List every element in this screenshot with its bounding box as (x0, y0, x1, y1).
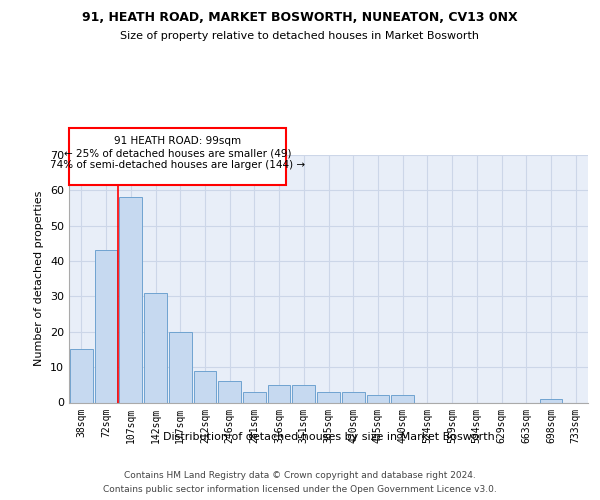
Bar (317, 392, 340, 402)
Bar (268, 385, 290, 402)
Bar (391, 396, 414, 402)
Bar (367, 396, 389, 402)
Text: ← 25% of detached houses are smaller (49): ← 25% of detached houses are smaller (49… (64, 148, 292, 158)
Text: Distribution of detached houses by size in Market Bosworth: Distribution of detached houses by size … (163, 432, 494, 442)
Text: Contains public sector information licensed under the Open Government Licence v3: Contains public sector information licen… (103, 484, 497, 494)
Y-axis label: Number of detached properties: Number of detached properties (34, 191, 44, 366)
Bar (539, 399, 562, 402)
Text: 91 HEATH ROAD: 99sqm: 91 HEATH ROAD: 99sqm (114, 136, 241, 146)
Bar (194, 370, 216, 402)
Bar (218, 382, 241, 402)
Bar (342, 392, 365, 402)
Bar (243, 392, 266, 402)
Bar (144, 293, 167, 403)
Text: Size of property relative to detached houses in Market Bosworth: Size of property relative to detached ho… (121, 31, 479, 41)
Text: Contains HM Land Registry data © Crown copyright and database right 2024.: Contains HM Land Registry data © Crown c… (124, 472, 476, 480)
Bar (95, 250, 118, 402)
Bar (169, 332, 191, 402)
Text: 91, HEATH ROAD, MARKET BOSWORTH, NUNEATON, CV13 0NX: 91, HEATH ROAD, MARKET BOSWORTH, NUNEATO… (82, 11, 518, 24)
Bar (70, 350, 93, 403)
Text: 74% of semi-detached houses are larger (144) →: 74% of semi-detached houses are larger (… (50, 160, 305, 170)
Bar (119, 198, 142, 402)
Bar (292, 385, 315, 402)
